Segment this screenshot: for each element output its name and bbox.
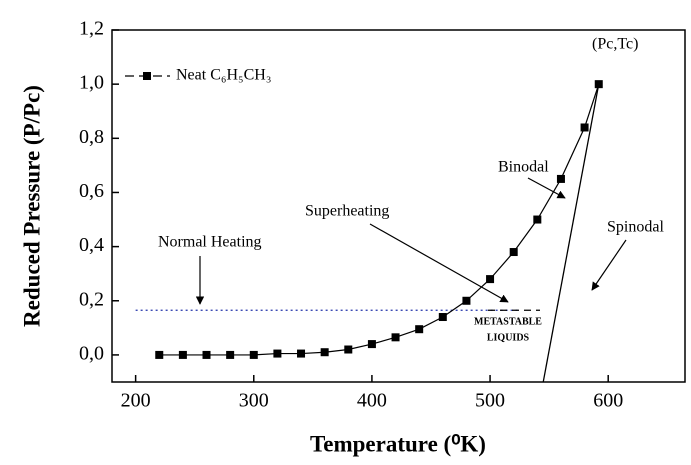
x-tick-label: 400 <box>357 390 387 412</box>
data-point <box>178 350 187 359</box>
data-point <box>462 296 471 305</box>
legend-label: Neat C₆H₅CH₃ <box>176 67 271 84</box>
data-point <box>556 174 565 183</box>
y-tick-label: 0,6 <box>79 180 104 202</box>
data-point <box>155 350 164 359</box>
data-point <box>594 80 603 89</box>
data-point <box>438 313 447 322</box>
metastable-label: METASTABLE <box>474 316 542 327</box>
x-axis-title: Temperature (⁰K) <box>310 431 486 456</box>
binodal-arrow <box>527 177 566 199</box>
y-tick-label: 0,8 <box>79 126 104 148</box>
data-point <box>202 350 211 359</box>
data-point <box>297 349 306 358</box>
data-point <box>391 333 400 342</box>
critical-point-label: (Pc,Tc) <box>592 36 638 53</box>
legend-marker <box>143 72 151 80</box>
data-point <box>580 123 589 132</box>
x-tick-label: 600 <box>593 390 623 412</box>
y-tick-label: 0,0 <box>79 343 104 365</box>
data-point <box>509 248 518 257</box>
metastable-label: LIQUIDS <box>487 332 530 343</box>
data-point <box>367 340 376 349</box>
x-tick-label: 500 <box>475 390 505 412</box>
data-point <box>273 349 282 358</box>
data-point <box>344 345 353 354</box>
y-tick-label: 1,0 <box>79 72 104 94</box>
data-point <box>533 215 542 224</box>
data-point <box>226 350 235 359</box>
superheating-label: Superheating <box>305 203 389 220</box>
y-tick-label: 1,2 <box>79 18 104 40</box>
y-tick-label: 0,2 <box>79 288 104 310</box>
plot-frame <box>111 29 686 383</box>
data-point <box>249 350 258 359</box>
spinodal-arrow <box>591 239 627 291</box>
x-tick-label: 300 <box>239 390 269 412</box>
data-point <box>320 348 329 357</box>
normal-heating-label: Normal Heating <box>158 234 262 251</box>
data-point <box>486 275 495 284</box>
y-axis-title: Reduced Pressure (P/Pc) <box>19 85 44 327</box>
spinodal-label: Spinodal <box>607 219 664 236</box>
y-tick-label: 0,4 <box>79 234 104 256</box>
binodal-label: Binodal <box>498 159 549 176</box>
spinodal-line <box>542 84 600 383</box>
superheating-arrow <box>369 223 509 303</box>
x-tick-label: 200 <box>121 390 151 412</box>
data-point <box>415 325 424 334</box>
